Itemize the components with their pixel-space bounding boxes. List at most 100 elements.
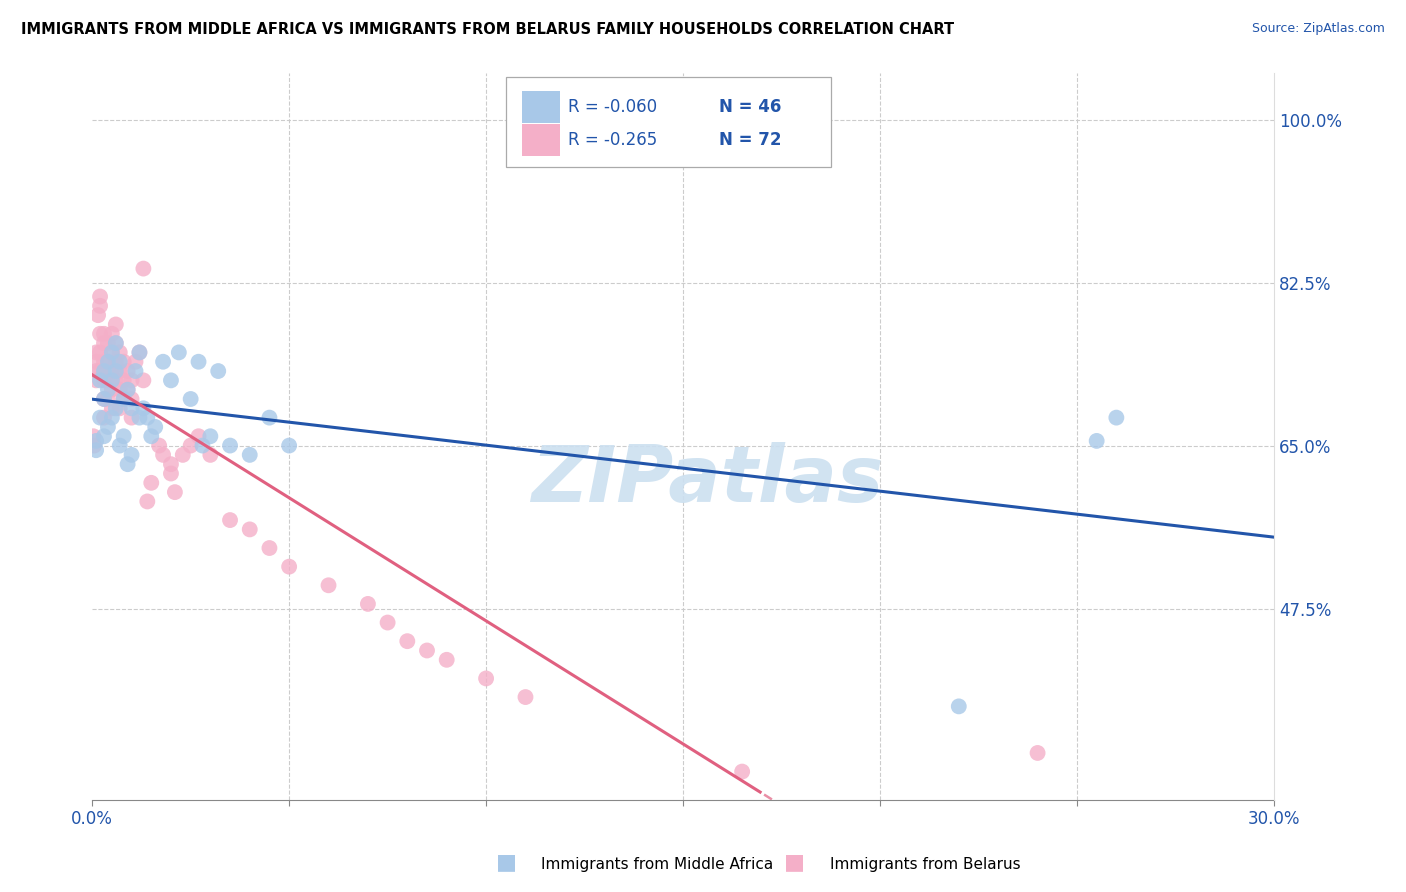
Point <box>101 373 124 387</box>
Point <box>93 392 115 406</box>
Point <box>97 355 120 369</box>
Point <box>948 699 970 714</box>
Point <box>89 345 111 359</box>
Point <box>132 261 155 276</box>
Point <box>101 345 124 359</box>
Text: N = 46: N = 46 <box>718 98 780 116</box>
Point <box>104 364 127 378</box>
Point <box>108 439 131 453</box>
Point <box>104 336 127 351</box>
Point <box>84 373 107 387</box>
Point <box>104 318 127 332</box>
Point <box>104 401 127 416</box>
Point <box>89 299 111 313</box>
Point <box>89 410 111 425</box>
Point <box>104 355 127 369</box>
Point <box>172 448 194 462</box>
Point <box>160 457 183 471</box>
Point <box>93 364 115 378</box>
Text: ZIPatlas: ZIPatlas <box>530 442 883 518</box>
Point <box>136 410 159 425</box>
Point <box>101 383 124 397</box>
Point <box>160 373 183 387</box>
Point <box>84 345 107 359</box>
Point <box>97 373 120 387</box>
Point <box>101 364 124 378</box>
Point <box>278 439 301 453</box>
Point <box>93 326 115 341</box>
Point <box>108 383 131 397</box>
Point <box>83 439 105 453</box>
Point <box>200 448 222 462</box>
Text: Immigrants from Middle Africa: Immigrants from Middle Africa <box>541 857 773 872</box>
Point <box>191 439 214 453</box>
Point <box>160 467 183 481</box>
Point <box>731 764 754 779</box>
Text: Immigrants from Belarus: Immigrants from Belarus <box>830 857 1021 872</box>
Point <box>1026 746 1049 760</box>
Point <box>239 522 262 536</box>
Point <box>84 355 107 369</box>
Point <box>89 364 111 378</box>
Point <box>112 373 135 387</box>
Text: Source: ZipAtlas.com: Source: ZipAtlas.com <box>1251 22 1385 36</box>
Point <box>93 355 115 369</box>
Point <box>416 643 439 657</box>
Point <box>396 634 419 648</box>
Point <box>84 443 107 458</box>
Point <box>167 345 190 359</box>
Point <box>108 355 131 369</box>
Point <box>180 439 202 453</box>
Point <box>124 364 146 378</box>
Text: ■: ■ <box>496 853 516 872</box>
Point <box>97 336 120 351</box>
Point <box>318 578 340 592</box>
Point <box>97 383 120 397</box>
FancyBboxPatch shape <box>506 77 831 168</box>
Point <box>117 364 139 378</box>
Point <box>101 401 124 416</box>
Point <box>128 345 150 359</box>
Point <box>117 383 139 397</box>
Text: R = -0.060: R = -0.060 <box>568 98 658 116</box>
Point <box>97 355 120 369</box>
Point <box>219 513 242 527</box>
Point <box>84 434 107 448</box>
Point <box>108 345 131 359</box>
Point <box>163 485 186 500</box>
Point <box>128 410 150 425</box>
Point <box>117 457 139 471</box>
Text: IMMIGRANTS FROM MIDDLE AFRICA VS IMMIGRANTS FROM BELARUS FAMILY HOUSEHOLDS CORRE: IMMIGRANTS FROM MIDDLE AFRICA VS IMMIGRA… <box>21 22 955 37</box>
Point <box>1105 410 1128 425</box>
Point <box>82 429 104 443</box>
Point <box>121 448 143 462</box>
Point <box>475 672 498 686</box>
Point <box>104 373 127 387</box>
Point <box>436 653 458 667</box>
Text: N = 72: N = 72 <box>718 131 780 149</box>
Point <box>93 392 115 406</box>
Point <box>101 345 124 359</box>
Point <box>104 336 127 351</box>
Point <box>132 401 155 416</box>
Point <box>128 345 150 359</box>
Point <box>117 383 139 397</box>
Point <box>148 439 170 453</box>
Point <box>187 355 209 369</box>
Point <box>89 289 111 303</box>
Point <box>239 448 262 462</box>
Point <box>259 410 281 425</box>
Point <box>87 308 110 322</box>
Point <box>121 392 143 406</box>
Point <box>112 392 135 406</box>
Point <box>180 392 202 406</box>
Point <box>141 429 163 443</box>
Point <box>143 420 166 434</box>
Point <box>259 541 281 555</box>
Point <box>121 401 143 416</box>
Point <box>219 439 242 453</box>
Point <box>141 475 163 490</box>
Point <box>112 429 135 443</box>
Point <box>121 373 143 387</box>
Point <box>112 392 135 406</box>
